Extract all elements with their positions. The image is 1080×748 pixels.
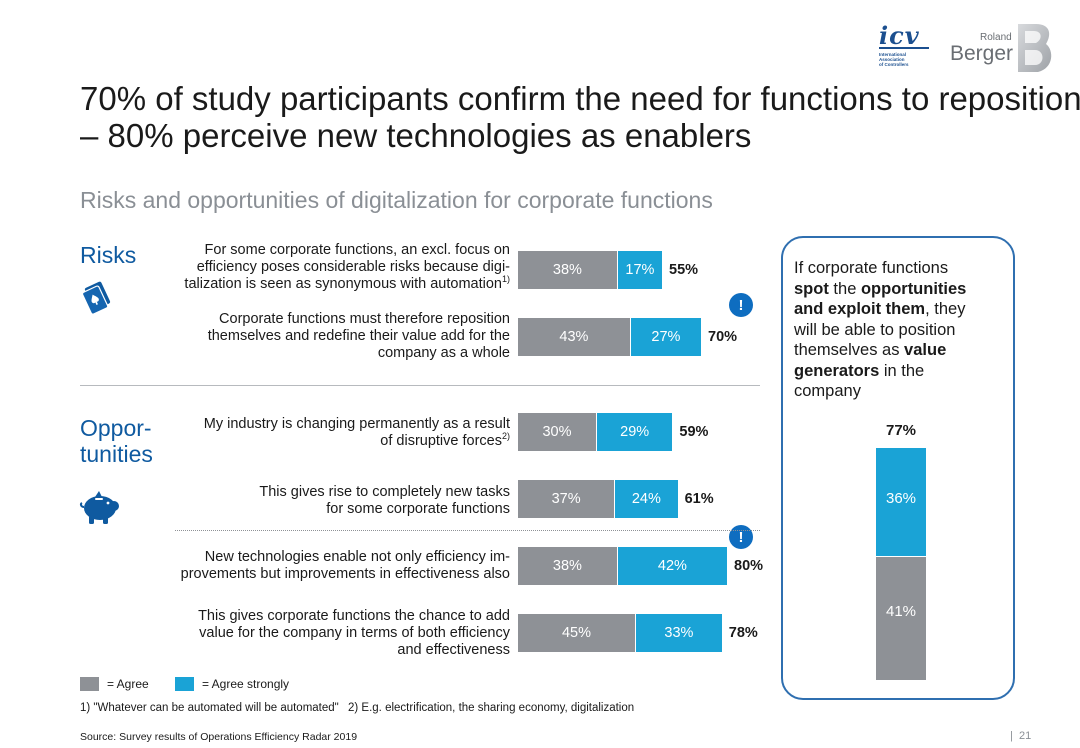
page-subtitle: Risks and opportunities of digitalizatio… xyxy=(80,187,713,213)
opportunities-section-label: Oppor- tunities xyxy=(80,415,153,467)
row-label-5: New technologies enable not only efficie… xyxy=(180,549,510,582)
bar-segment-agree-strongly: 27% xyxy=(630,318,701,356)
bar-total-label: 61% xyxy=(684,491,714,507)
icv-logo-underline xyxy=(879,47,929,49)
playing-cards-icon xyxy=(81,281,111,314)
legend-swatch-agree-strongly xyxy=(175,677,194,691)
vertical-bar-segment-agree-strongly: 36% xyxy=(876,448,926,556)
bar-total-label: 70% xyxy=(708,329,738,345)
legend-label-agree-strongly: = Agree strongly xyxy=(202,677,290,691)
bar-total-label: 55% xyxy=(669,262,699,278)
roland-berger-logo-berger: Berger xyxy=(950,42,1014,65)
legend-label-agree: = Agree xyxy=(107,677,149,691)
bar-segment-agree-strongly: 33% xyxy=(636,614,722,652)
bar-segment-agree-strongly: 29% xyxy=(597,413,673,451)
bar-segment-agree-strongly: 42% xyxy=(617,547,727,585)
bar-segment-agree: 38% xyxy=(518,547,617,585)
piggy-bank-icon xyxy=(79,491,119,524)
callout-panel xyxy=(781,236,1015,700)
roland-berger-logo-roland: Roland xyxy=(980,32,1012,43)
risks-section-label: Risks xyxy=(80,242,137,268)
roland-berger-b-logo-icon xyxy=(1018,24,1052,72)
highlight-exclamation-icon: ! xyxy=(729,293,753,317)
dotted-divider xyxy=(175,530,760,531)
page-number: | 21 xyxy=(1010,730,1032,742)
bar-segment-agree-strongly: 24% xyxy=(615,480,678,518)
bar-segment-agree: 38% xyxy=(518,251,617,289)
bar-segment-agree: 43% xyxy=(518,318,630,356)
icv-logo: icv xyxy=(879,21,920,50)
highlight-exclamation-icon: ! xyxy=(729,525,753,549)
bar-segment-agree: 30% xyxy=(518,413,596,451)
footnote-1: 1) "Whatever can be automated will be au… xyxy=(80,702,339,714)
bar-total-label: 80% xyxy=(734,558,764,574)
vertical-bar-segment-agree: 41% xyxy=(876,557,926,680)
bar-total-label: 78% xyxy=(728,625,758,641)
footnote-2: 2) E.g. electrification, the sharing eco… xyxy=(348,702,635,714)
section-divider xyxy=(80,385,760,386)
bar-total-label: 59% xyxy=(679,424,709,440)
vertical-bar-total-label: 77% xyxy=(885,422,917,439)
bar-segment-agree-strongly: 17% xyxy=(617,251,662,289)
row-label-3: My industry is changing permanently as a… xyxy=(203,416,510,449)
source-note: Source: Survey results of Operations Eff… xyxy=(80,731,358,743)
icv-logo-subtext: International Association of Controllers xyxy=(879,52,909,67)
row-label-2: Corporate functions must therefore repos… xyxy=(207,311,510,361)
bar-segment-agree: 37% xyxy=(518,480,615,518)
row-label-4: This gives rise to completely new tasks … xyxy=(259,484,510,517)
row-label-1: For some corporate functions, an excl. f… xyxy=(184,242,510,292)
bar-segment-agree: 45% xyxy=(518,614,635,652)
row-label-6: This gives corporate functions the chanc… xyxy=(198,608,510,658)
callout-panel-text: If corporate functions spot the opportuni… xyxy=(794,259,967,400)
legend-swatch-agree xyxy=(80,677,99,691)
page-title: 70% of study participants confirm the ne… xyxy=(80,80,1080,154)
